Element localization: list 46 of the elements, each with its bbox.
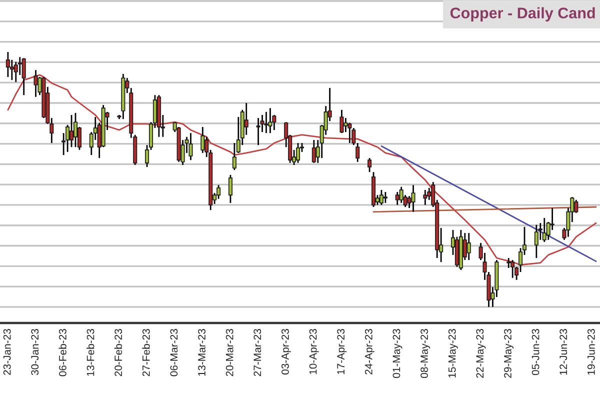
candlestick	[542, 217, 546, 243]
candlestick	[510, 259, 515, 279]
x-tick-label: 22-May-23	[476, 329, 486, 378]
x-tick-label: 27-Mar-23	[254, 329, 262, 376]
x-tick-label: 30-Jan-23	[31, 329, 39, 376]
x-tick-label: 19-Jun-23	[587, 329, 595, 375]
x-tick-label: 20-Mar-23	[226, 329, 234, 376]
x-tick-label: 08-May-23	[420, 329, 430, 378]
candlestick	[22, 57, 26, 96]
x-tick-label: 03-Apr-23	[282, 329, 291, 374]
candlestick	[73, 112, 78, 148]
candlestick	[395, 191, 400, 206]
candlestick	[368, 157, 372, 173]
x-tick-label: 24-Apr-23	[364, 329, 374, 374]
candlestick	[574, 199, 578, 214]
candlestick	[340, 109, 344, 134]
x-tick-label: 05-Jun-23	[532, 329, 540, 376]
candlestick	[6, 51, 10, 78]
candlestick	[14, 61, 18, 83]
candlestick	[348, 122, 352, 144]
x-tick-label: 15-May-23	[448, 329, 458, 378]
candlestick	[411, 184, 416, 213]
candlestick	[383, 191, 388, 204]
x-tick-label: 23-Jan-23	[3, 329, 11, 375]
x-tick-label: 01-May-23	[392, 329, 402, 378]
x-tick-label: 13-Feb-23	[86, 329, 94, 376]
x-tick-label: 27-Feb-23	[142, 329, 150, 376]
candlestick	[312, 139, 316, 164]
x-tick-label: 10-Apr-23	[309, 329, 319, 374]
chart-title: Copper - Daily Cand	[450, 7, 595, 22]
candlestick	[399, 186, 404, 204]
candlestick	[70, 114, 74, 148]
candlestick	[506, 257, 511, 269]
x-tick-label: 20-Feb-23	[114, 329, 122, 376]
candlestick	[534, 224, 538, 259]
candlestick	[423, 189, 428, 206]
x-tick-label: 06-Mar-23	[170, 329, 178, 376]
x-tick-label: 17-Apr-23	[337, 329, 347, 374]
candlestick	[466, 232, 471, 261]
candlestick	[379, 189, 384, 206]
candlestick	[296, 142, 300, 164]
x-tick-label: 13-Mar-23	[198, 329, 206, 376]
candlestick	[34, 69, 38, 98]
x-tick-label: 29-May-23	[504, 329, 514, 378]
x-tick-label: 06-Feb-23	[58, 329, 66, 376]
x-tick-label: 12-Jun-23	[560, 329, 568, 375]
